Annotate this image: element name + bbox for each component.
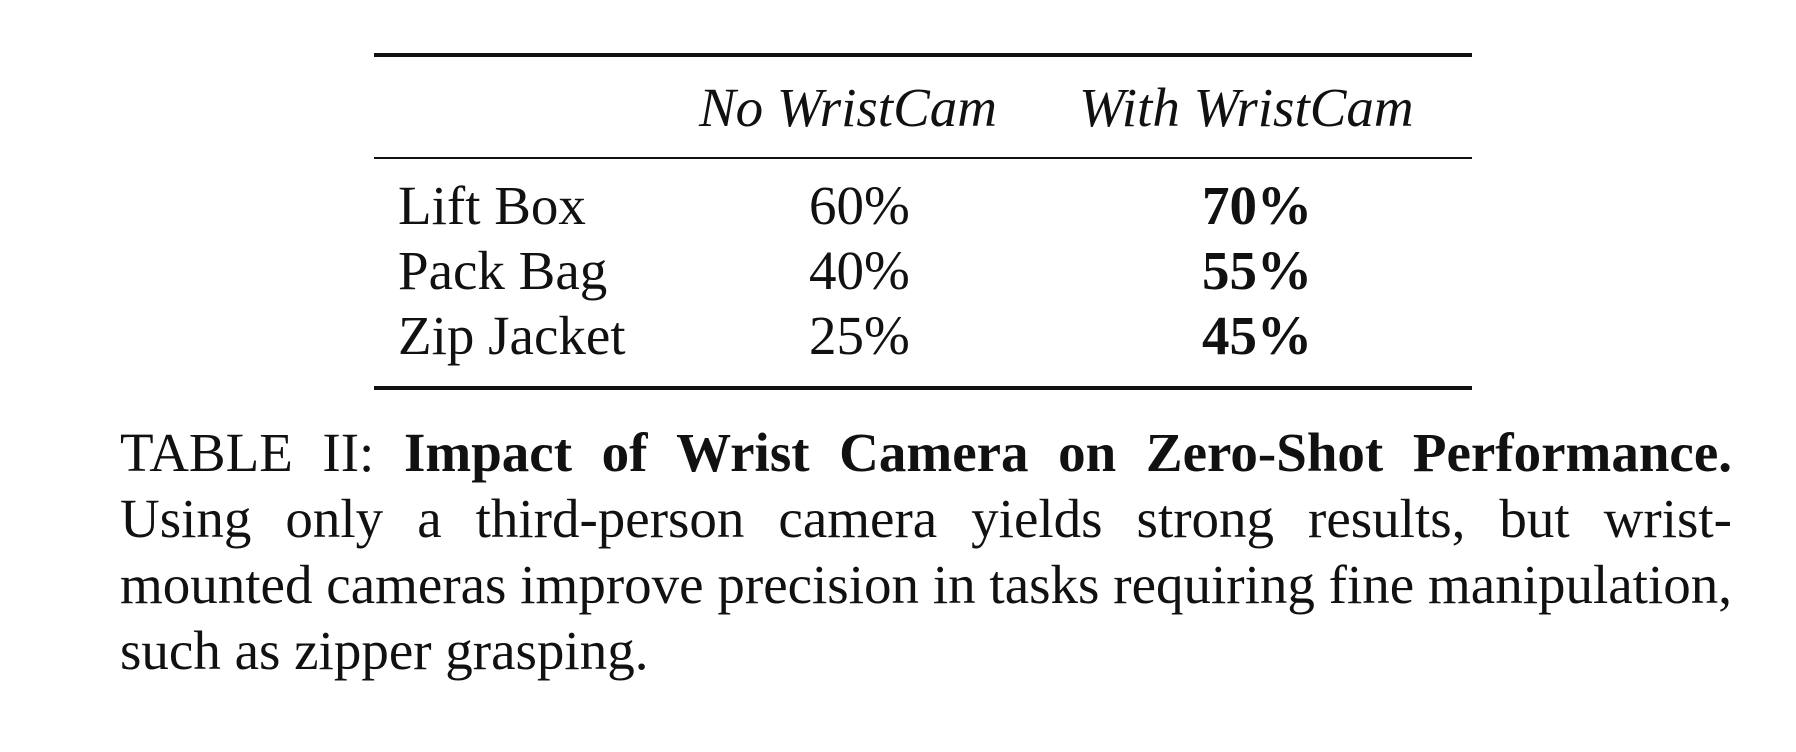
with-wristcam-value: 55% (1202, 240, 1312, 301)
table-caption: TABLE II: Impact of Wrist Camera on Zero… (120, 420, 1732, 684)
table-header-rule (374, 157, 1472, 159)
task-name: Zip Jacket (398, 305, 626, 366)
column-header-no-wristcam: No WristCam (699, 77, 997, 138)
table-header-row: No WristCam With WristCam (374, 57, 1472, 157)
table-row: Pack Bag 40% 55% (374, 238, 1472, 303)
caption-title: Impact of Wrist Camera on Zero-Shot Perf… (403, 422, 1732, 483)
caption-body: Using only a third-person camera yields … (120, 488, 1732, 681)
table-top-rule (374, 53, 1472, 57)
column-header-with-wristcam: With WristCam (1079, 77, 1414, 138)
no-wristcam-value: 60% (809, 175, 910, 236)
table-row: Zip Jacket 25% 45% (374, 303, 1472, 368)
task-name: Pack Bag (398, 240, 608, 301)
no-wristcam-value: 25% (809, 305, 910, 366)
table-row: Lift Box 60% 70% (374, 173, 1472, 238)
task-name: Lift Box (398, 175, 586, 236)
table-bottom-rule (374, 386, 1472, 390)
results-table: No WristCam With WristCam Lift Box 60% 7… (374, 53, 1472, 390)
with-wristcam-value: 70% (1202, 175, 1312, 236)
caption-label: TABLE II: (120, 422, 404, 483)
no-wristcam-value: 40% (809, 240, 910, 301)
with-wristcam-value: 45% (1202, 305, 1312, 366)
table-body: Lift Box 60% 70% Pack Bag 40% 55% Zip Ja… (374, 159, 1472, 386)
